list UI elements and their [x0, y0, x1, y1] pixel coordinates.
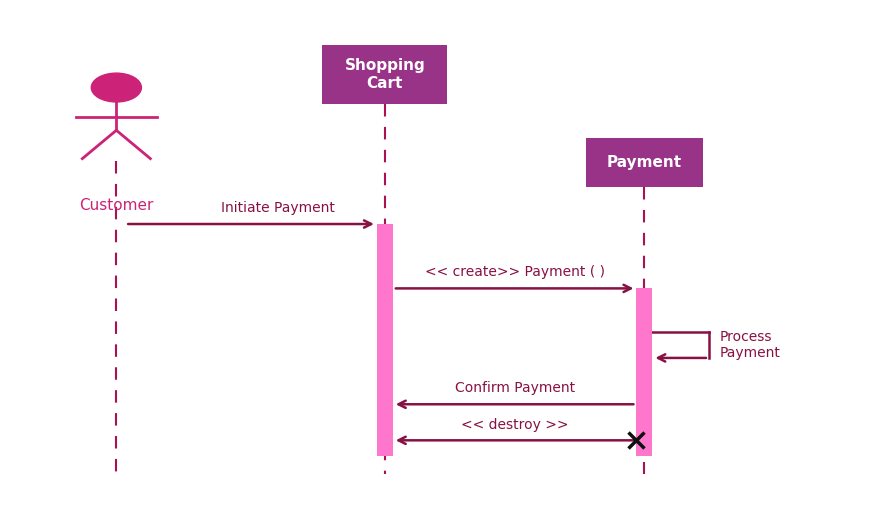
Text: << destroy >>: << destroy >> [460, 418, 568, 432]
Circle shape [91, 73, 141, 102]
Bar [636, 288, 652, 456]
Bar [376, 224, 392, 456]
Text: Shopping
Cart: Shopping Cart [344, 58, 425, 92]
Text: Payment: Payment [606, 154, 681, 170]
Text: Customer: Customer [79, 198, 154, 213]
Text: Initiate Payment: Initiate Payment [220, 201, 334, 215]
Text: Process
Payment: Process Payment [719, 330, 780, 360]
Text: Confirm Payment: Confirm Payment [454, 381, 574, 395]
Bar [586, 138, 702, 186]
Text: << create>> Payment ( ): << create>> Payment ( ) [424, 265, 604, 279]
Bar [322, 45, 447, 105]
